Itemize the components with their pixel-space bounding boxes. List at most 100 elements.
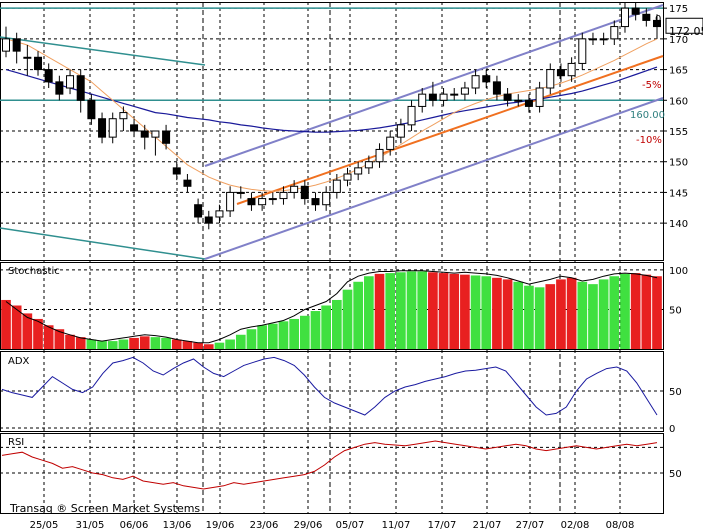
rsi-line [1, 440, 658, 490]
candle-body [34, 56, 43, 71]
stoch-bar [566, 277, 577, 349]
candle-body [653, 19, 661, 28]
price-tick-label: 170 [669, 35, 688, 46]
candle-body [194, 204, 203, 218]
stoch-bar [449, 273, 460, 349]
stoch-bar [139, 336, 150, 349]
stoch-bar [1, 299, 11, 349]
stoch-bar [460, 274, 470, 349]
stoch-bar [33, 318, 43, 349]
rsi-tick-label: 50 [669, 469, 682, 480]
stoch-bar [43, 325, 54, 349]
stoch-bar [332, 299, 342, 349]
stoch-bar [171, 339, 182, 349]
stoch-bar [652, 276, 662, 349]
price-tick-label: 160 [669, 96, 688, 107]
candle-body [418, 93, 427, 107]
stochastic-panel [1, 270, 662, 349]
stoch-bar [353, 281, 364, 349]
candle-body [599, 38, 608, 41]
x-tick-label: 05/07 [336, 520, 365, 531]
candle-body [396, 124, 405, 138]
candle-body [471, 75, 480, 89]
candle-body [247, 198, 256, 206]
candle-body [119, 112, 128, 120]
candle-body [66, 75, 75, 89]
stoch-bar [150, 337, 161, 349]
candle-body [364, 161, 373, 169]
orange-trend-line [236, 55, 664, 205]
candle-body [130, 124, 139, 132]
stoch-bar [203, 344, 214, 349]
candle-body [87, 99, 96, 120]
stoch-bar [225, 339, 235, 349]
percent-label-5: -5% [642, 80, 661, 91]
stoch-bar [214, 342, 225, 349]
x-tick-label: 08/08 [606, 520, 635, 531]
adx-line [1, 356, 658, 416]
stoch-bar [385, 273, 396, 349]
candle-body [567, 62, 576, 77]
candle-body [215, 210, 224, 218]
candle-body [620, 7, 629, 28]
candle-body [204, 216, 213, 224]
adx-tick-label: 0 [669, 424, 675, 435]
stoch-bar [65, 334, 75, 349]
candle-body [23, 56, 32, 59]
candle-body [642, 13, 651, 21]
price-panel [0, 2, 664, 260]
stoch-bar [235, 334, 246, 349]
candle-body [631, 7, 640, 15]
candle-body [162, 130, 171, 144]
adx-tick-label: 50 [669, 387, 682, 398]
candle-body [12, 38, 21, 52]
downtrend-lower-line [0, 227, 206, 260]
stoch-bar [161, 337, 171, 349]
candle-body [268, 198, 277, 201]
stoch-bar [342, 289, 353, 349]
candle-body [439, 93, 448, 101]
stoch-bar [267, 323, 278, 349]
adx-label: ADX [8, 356, 30, 367]
candle-body [226, 191, 235, 212]
candle-body [290, 185, 299, 193]
x-tick-label: 25/05 [30, 520, 59, 531]
candle-body [172, 167, 181, 175]
adx-panel [1, 356, 658, 416]
x-tick-label: 02/08 [561, 520, 590, 531]
candle-body [151, 130, 160, 138]
stoch-bar [588, 284, 598, 349]
rsi-panel [1, 440, 658, 490]
stoch-bar [417, 271, 428, 349]
stoch-bar [278, 321, 289, 349]
candle-body [492, 81, 501, 95]
x-tick-label: 23/06 [250, 520, 279, 531]
downtrend-upper-line [0, 36, 206, 66]
stoch-bar [428, 272, 438, 349]
stoch-bar [107, 341, 118, 349]
last-price-label: 172.05 [669, 25, 703, 38]
candle-body [279, 191, 288, 200]
x-tick-label: 06/06 [120, 520, 149, 531]
stoch-bar [598, 279, 609, 349]
candle-body [588, 38, 597, 41]
stoch-tick-label: 100 [669, 266, 688, 277]
x-tick-label: 17/07 [428, 520, 457, 531]
candle-body [258, 198, 267, 206]
candle-body [375, 148, 384, 163]
candle-body [76, 75, 85, 101]
stoch-bar [470, 275, 481, 349]
watermark: Transaq ® Screen Market Systems [9, 502, 200, 515]
last-price-box [665, 17, 703, 34]
price-tick-label: 175 [669, 4, 688, 15]
stoch-bar [492, 277, 502, 349]
candle-body [183, 179, 192, 187]
candle-body [546, 69, 555, 89]
candle-body [578, 38, 587, 64]
price-tick-label: 165 [669, 66, 688, 77]
candle-body [140, 130, 149, 138]
candle-body [300, 185, 309, 200]
percent-label-10: -10% [636, 135, 662, 146]
